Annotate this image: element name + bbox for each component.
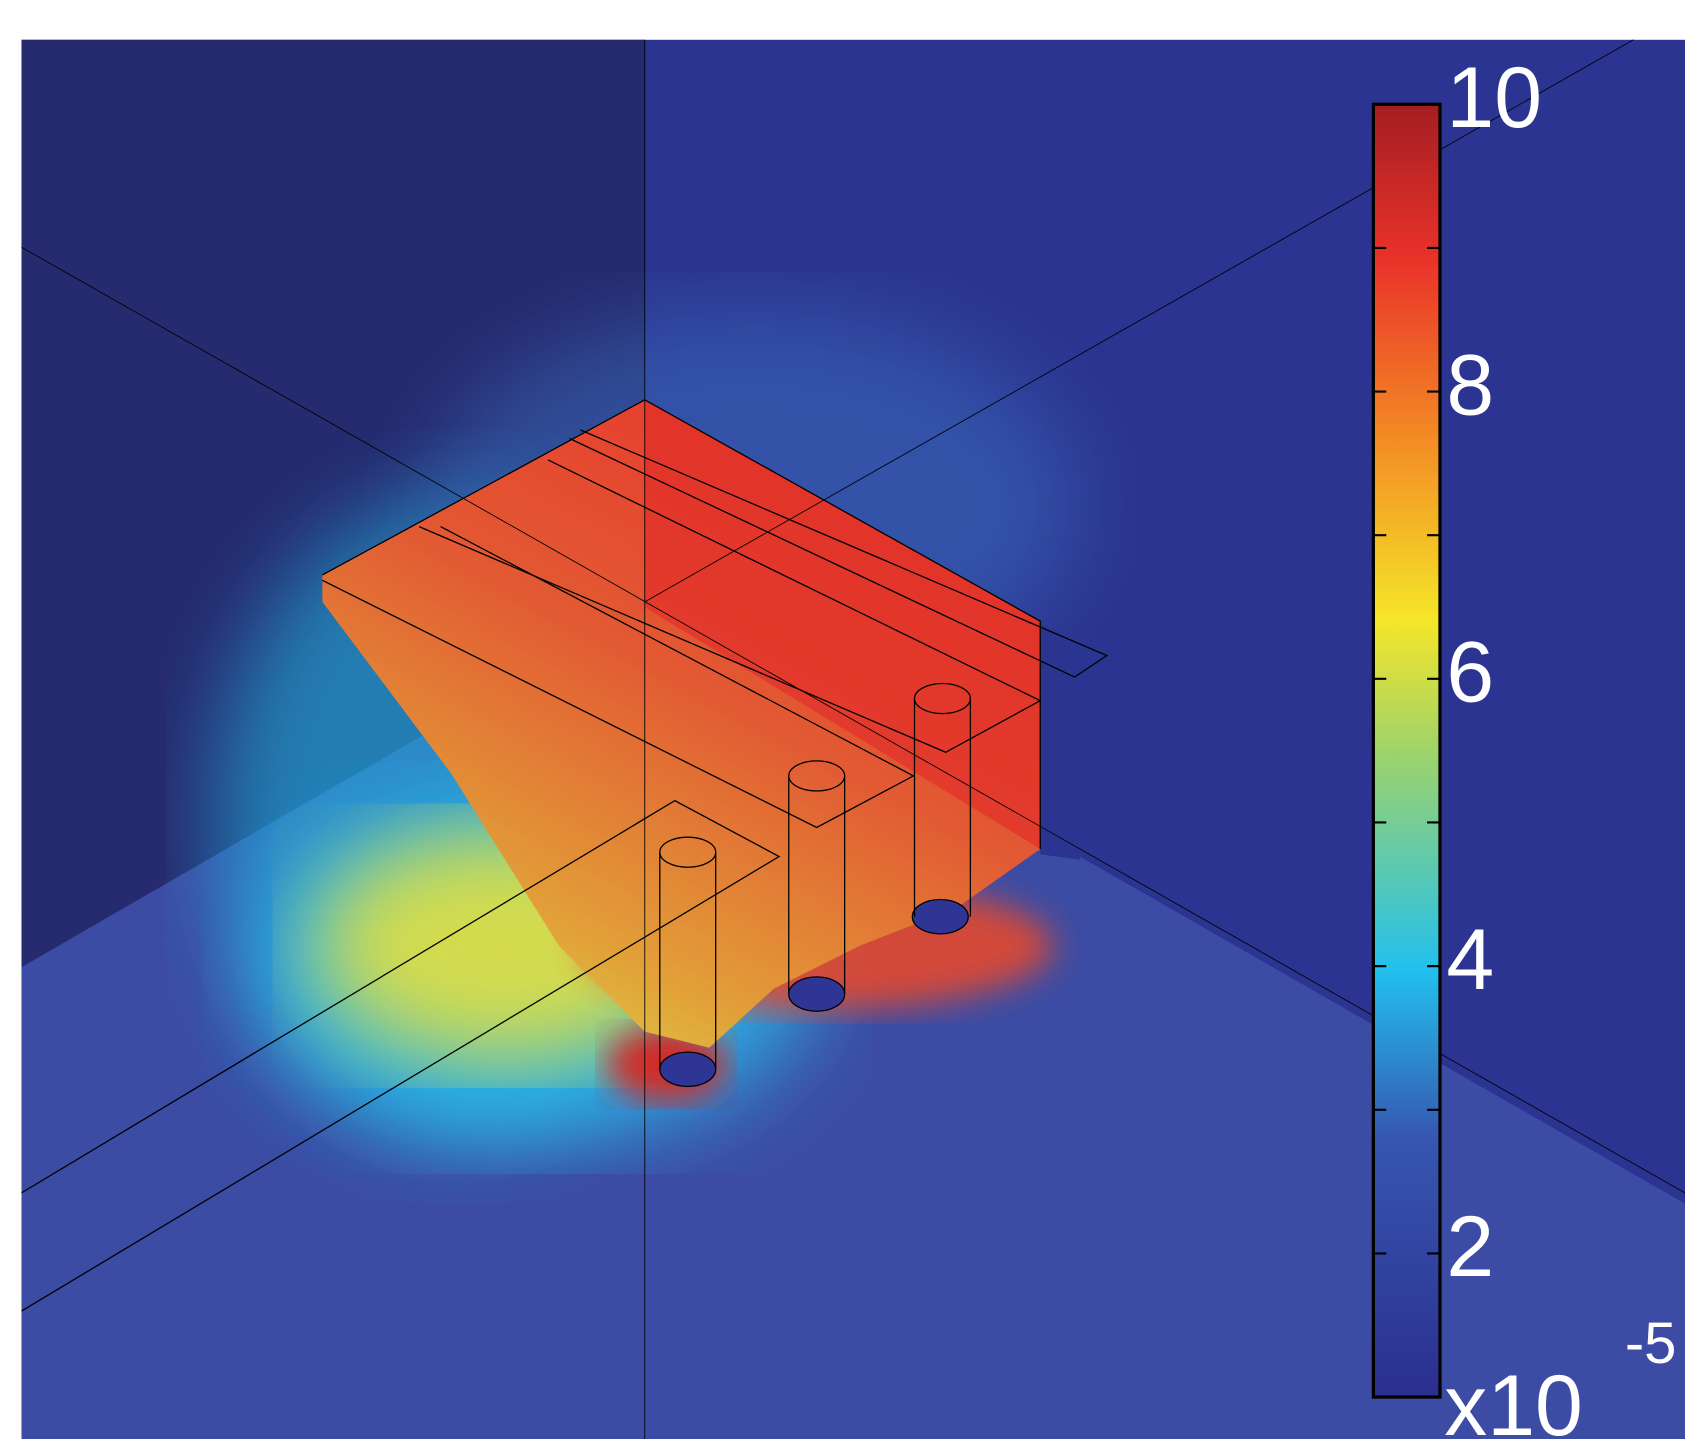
exponent-label: -5 (1625, 1311, 1677, 1376)
tick-label: 6 (1446, 625, 1494, 721)
colorbar-gradient (1373, 104, 1440, 1397)
tick-label: 8 (1446, 337, 1494, 433)
simulation-figure: 2 4 6 8 10 x10 -5 (0, 0, 1685, 1439)
tick-label: 10 (1446, 50, 1542, 146)
page: {"colorbar": {"range": [1, 10], "ticks":… (0, 0, 1685, 1439)
tick-label: 2 (1446, 1199, 1494, 1295)
multiplier-label: x10 (1444, 1358, 1583, 1439)
tick-label: 4 (1446, 912, 1494, 1008)
